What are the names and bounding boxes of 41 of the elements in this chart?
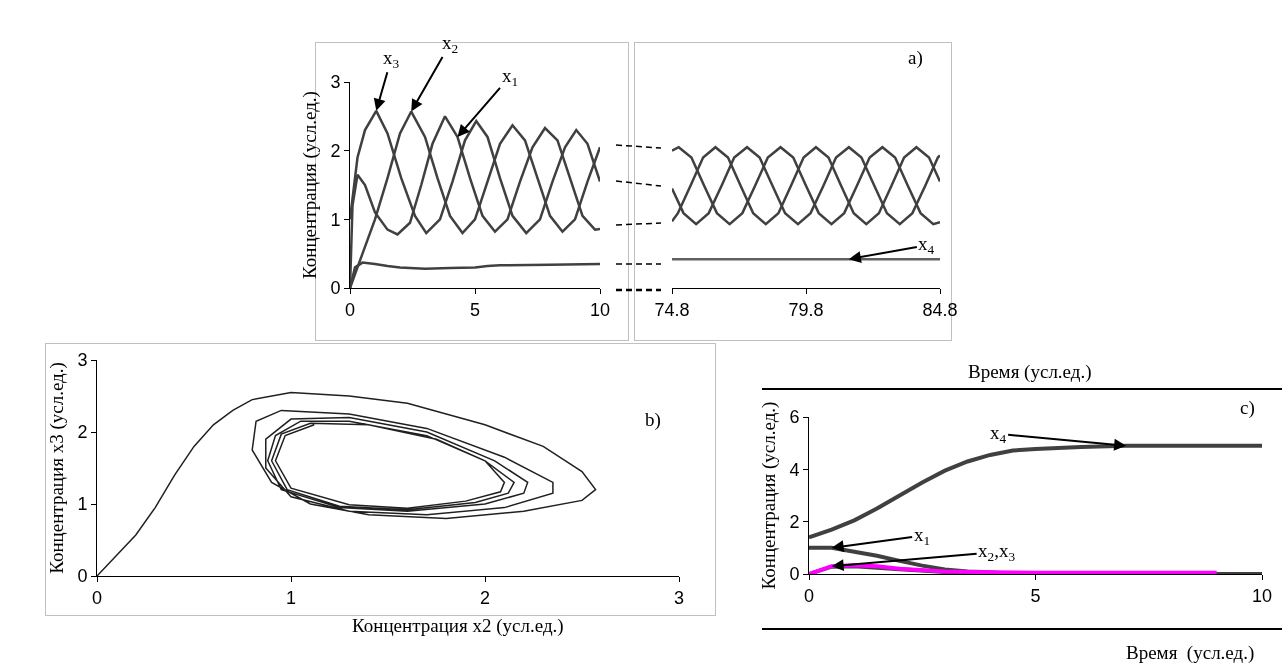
annotation: b) [645,409,661,431]
x-axis-title: Время (усл.ед.) [968,361,1092,383]
annotation: c) [1240,397,1255,419]
y-tick-label: 2 [77,422,88,443]
y-tick-label: 1 [330,209,341,230]
annotation: x$_{3}$ [383,47,400,71]
y-tick-label: 0 [77,566,88,587]
x-tick-label: 5 [469,299,481,320]
y-axis-title: Концентрация (усл.ед.) [758,401,781,590]
annotation: x$_{4}$ [918,233,935,257]
y-tick-label: 2 [789,511,800,532]
annotation: x$_{1}$ [914,524,931,548]
y-axis-title: Концентрация (усл.ед.) [299,91,322,279]
x-tick-label: 74.8 [654,299,690,320]
x-tick-label: 79.8 [788,299,824,320]
y-tick-label: 1 [77,494,88,515]
x-tick-label: 3 [673,587,685,608]
y-tick-label: 0 [330,278,341,299]
annotation: x$_{1}$ [502,65,519,89]
x-tick-label: 0 [803,585,815,606]
y-axis-title: Концентрация x3 (усл.ед.) [46,362,69,574]
x-axis-title: Время (усл.ед.) [1126,642,1255,664]
x-tick-label: 5 [1030,585,1041,606]
annotation: x$_{4}$ [990,422,1007,446]
x-tick-label: 0 [344,299,356,320]
x-axis-title: Концентрация x2 (усл.ед.) [352,615,564,637]
x-tick-label: 1 [285,587,297,608]
y-tick-label: 0 [789,564,800,585]
x-tick-label: 84.8 [922,299,958,320]
y-tick-label: 4 [789,459,800,480]
x-tick-label: 10 [589,299,611,320]
y-tick-label: 3 [77,350,88,371]
x-tick-label: 0 [91,587,103,608]
annotation: x$_{2}$,x$_{3}$ [978,540,1016,564]
y-tick-label: 2 [330,140,341,161]
x-tick-label: 10 [1251,585,1273,606]
x-tick-label: 2 [479,587,491,608]
text: a) [908,47,923,69]
y-tick-label: 6 [789,407,800,428]
annotation: x$_{2}$ [442,32,459,56]
y-tick-label: 3 [330,72,341,93]
